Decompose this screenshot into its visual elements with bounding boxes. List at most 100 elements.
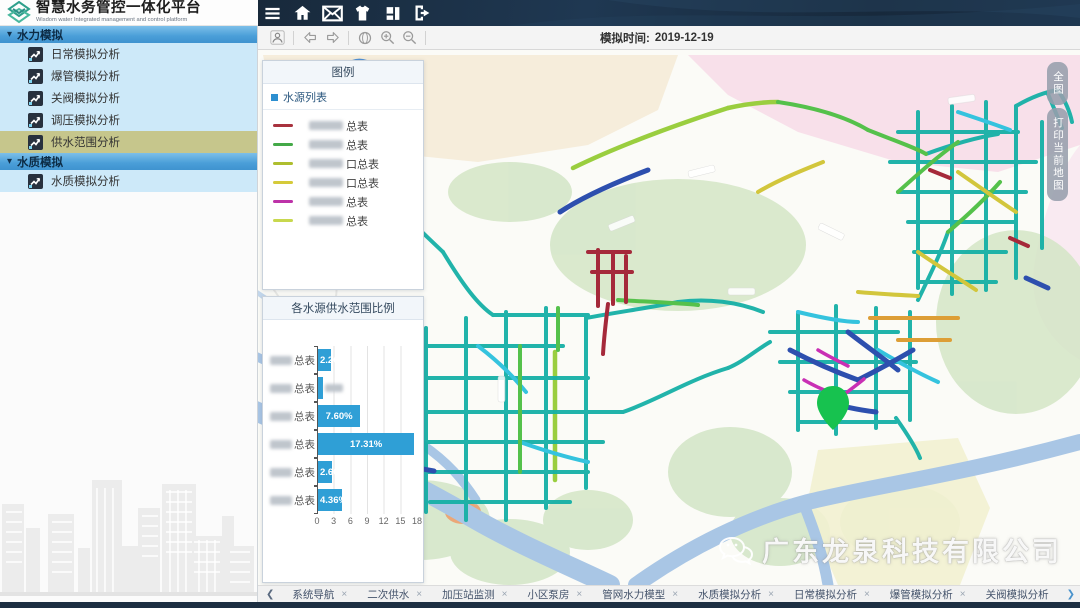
censored-name [309,159,343,168]
globe-icon[interactable] [354,29,376,47]
tab-close-icon[interactable]: × [341,588,348,600]
toolbar-separator [425,30,426,45]
shirt-icon[interactable] [352,3,373,23]
logout-icon[interactable] [412,3,433,23]
sidebar-item-3[interactable]: 关阀模拟分析 [0,87,257,109]
censored-name [270,411,292,421]
mail-icon[interactable] [322,3,343,23]
chart-bar-row: 总表 7.60% [263,402,423,430]
sim-time-value[interactable]: 2019-12-19 [654,32,714,44]
legend-item: 口总表 [263,154,423,173]
top-header-bar [258,0,1080,26]
censored-name [270,467,292,477]
sidebar-item-1[interactable]: 日常模拟分析 [0,43,257,65]
sidebar-item-7[interactable]: 水质模拟分析 [0,170,257,192]
censored-name [309,216,343,225]
chart-panel-title: 各水源供水范围比例 [263,297,423,320]
zoom-in-icon[interactable] [376,29,398,47]
bottom-status-strip [0,602,1080,608]
simulation-icon [28,173,43,189]
chart-bar-row: 总表 4.36% [263,486,423,514]
print-map-button[interactable]: 打印当前地图 [1047,108,1068,201]
bottom-tabbar: ❮ 系统导航 × 二次供水 × 加压站监测 × 小区泵房 × 管网水力模型 × 水质模拟分析 × 日常模… [258,585,1080,602]
chart-bar-row: 总表 2.26% [263,346,423,374]
censored-name [270,383,292,393]
tab-close-icon[interactable]: × [576,588,583,600]
tab-close-icon[interactable]: × [672,588,679,600]
simulation-icon [28,90,43,106]
chart-bar-row: 总表 17.31% [263,430,423,458]
toolbar-separator [348,30,349,45]
tab-close-icon[interactable]: × [416,588,423,600]
bar: 7.60% [318,405,361,427]
sidebar-nav: ▾ 水力模拟 日常模拟分析 爆管模拟分析 关阀模拟分析 调压模拟分析 供水范围分析 ▾ 水质模拟… [0,26,258,602]
bullet-square-icon [271,93,278,101]
arrow-left-icon[interactable] [299,29,321,47]
bottom-tab-6[interactable]: 日常模拟分析 × [793,588,870,601]
bottom-tab-0[interactable]: 系统导航 × [292,588,348,601]
tab-close-icon[interactable]: × [959,588,966,600]
legend-item: 总表 [263,211,423,230]
censored-name [309,140,343,149]
censored-name [270,495,292,505]
layout-icon[interactable] [382,3,403,23]
tab-close-icon[interactable]: × [501,588,508,600]
legend-panel-title: 图例 [263,61,423,84]
censored-name [309,121,343,130]
simulation-icon [28,68,43,84]
app-logo-block: 智慧水务管控一体化平台 Wisdom water Integrated mana… [0,0,258,26]
bar [318,377,343,399]
simulation-icon [28,46,43,62]
tab-close-icon[interactable]: × [768,588,774,600]
map-canvas[interactable]: 图例 水源列表 总表 总表 口总表 口总表 总表 总表 各水源供水范围比例 总表 2.26%… [258,50,1080,585]
supply-ratio-chart-panel: 各水源供水范围比例 总表 2.26% 总表 总表 7.60% 总表 17.31% 总表 2.60… [262,296,424,583]
bar: 2.26% [318,349,347,371]
censored-name [309,178,343,187]
user-icon[interactable] [266,29,288,47]
tab-close-icon[interactable]: × [863,588,870,600]
bottom-tab-2[interactable]: 加压站监测 × [442,588,508,601]
sidebar-section-header[interactable]: ▾ 水质模拟 [0,153,257,170]
sidebar-item-5[interactable]: 供水范围分析 [0,131,257,153]
map-toolbar: 模拟时间: 2019-12-19 [258,26,1080,50]
app-logo-icon [7,0,31,23]
legend-item: 总表 [263,192,423,211]
chart-bar-row: 总表 [263,374,423,402]
sidebar-section-header[interactable]: ▾ 水力模拟 [0,26,257,43]
skyline-watermark [0,480,257,596]
legend-color-dash [273,143,293,146]
censored-name [309,197,343,206]
simulation-icon [28,134,43,150]
chevron-down-icon: ▾ [7,28,13,40]
sidebar-item-4[interactable]: 调压模拟分析 [0,109,257,131]
menu-icon[interactable] [262,3,283,23]
tabs-scroll-left-icon[interactable]: ❮ [266,588,275,600]
fullmap-button[interactable]: 全图 [1047,62,1068,105]
bottom-tab-3[interactable]: 小区泵房 × [527,588,583,601]
app-subtitle: Wisdom water Integrated management and c… [36,16,188,23]
tabs-scroll-right-icon[interactable]: ❯ [1066,588,1076,600]
bottom-tab-5[interactable]: 水质模拟分析 × [698,588,774,601]
sim-time-label: 模拟时间: [600,33,650,45]
app-title: 智慧水务管控一体化平台 [36,0,201,17]
censored-name [270,439,292,449]
legend-panel: 图例 水源列表 总表 总表 口总表 口总表 总表 总表 [262,60,424,290]
home-icon[interactable] [292,3,313,23]
bottom-tab-7[interactable]: 爆管模拟分析 × [889,588,966,601]
legend-item: 口总表 [263,173,423,192]
header-wave-decoration [508,0,1080,26]
bottom-tab-8[interactable]: 关阀模拟分析 [985,588,1049,601]
arrow-right-icon[interactable] [321,29,343,47]
bar: 17.31% [318,433,415,455]
sidebar-item-2[interactable]: 爆管模拟分析 [0,65,257,87]
chevron-down-icon: ▾ [7,155,13,167]
zoom-out-icon[interactable] [398,29,420,47]
bottom-tab-1[interactable]: 二次供水 × [367,588,423,601]
legend-group-title: 水源列表 [283,92,327,104]
simulation-icon [28,112,43,128]
toolbar-separator [293,30,294,45]
legend-color-dash [273,181,293,184]
bottom-tab-4[interactable]: 管网水力模型 × [602,588,679,601]
bar: 4.36% [318,489,347,511]
